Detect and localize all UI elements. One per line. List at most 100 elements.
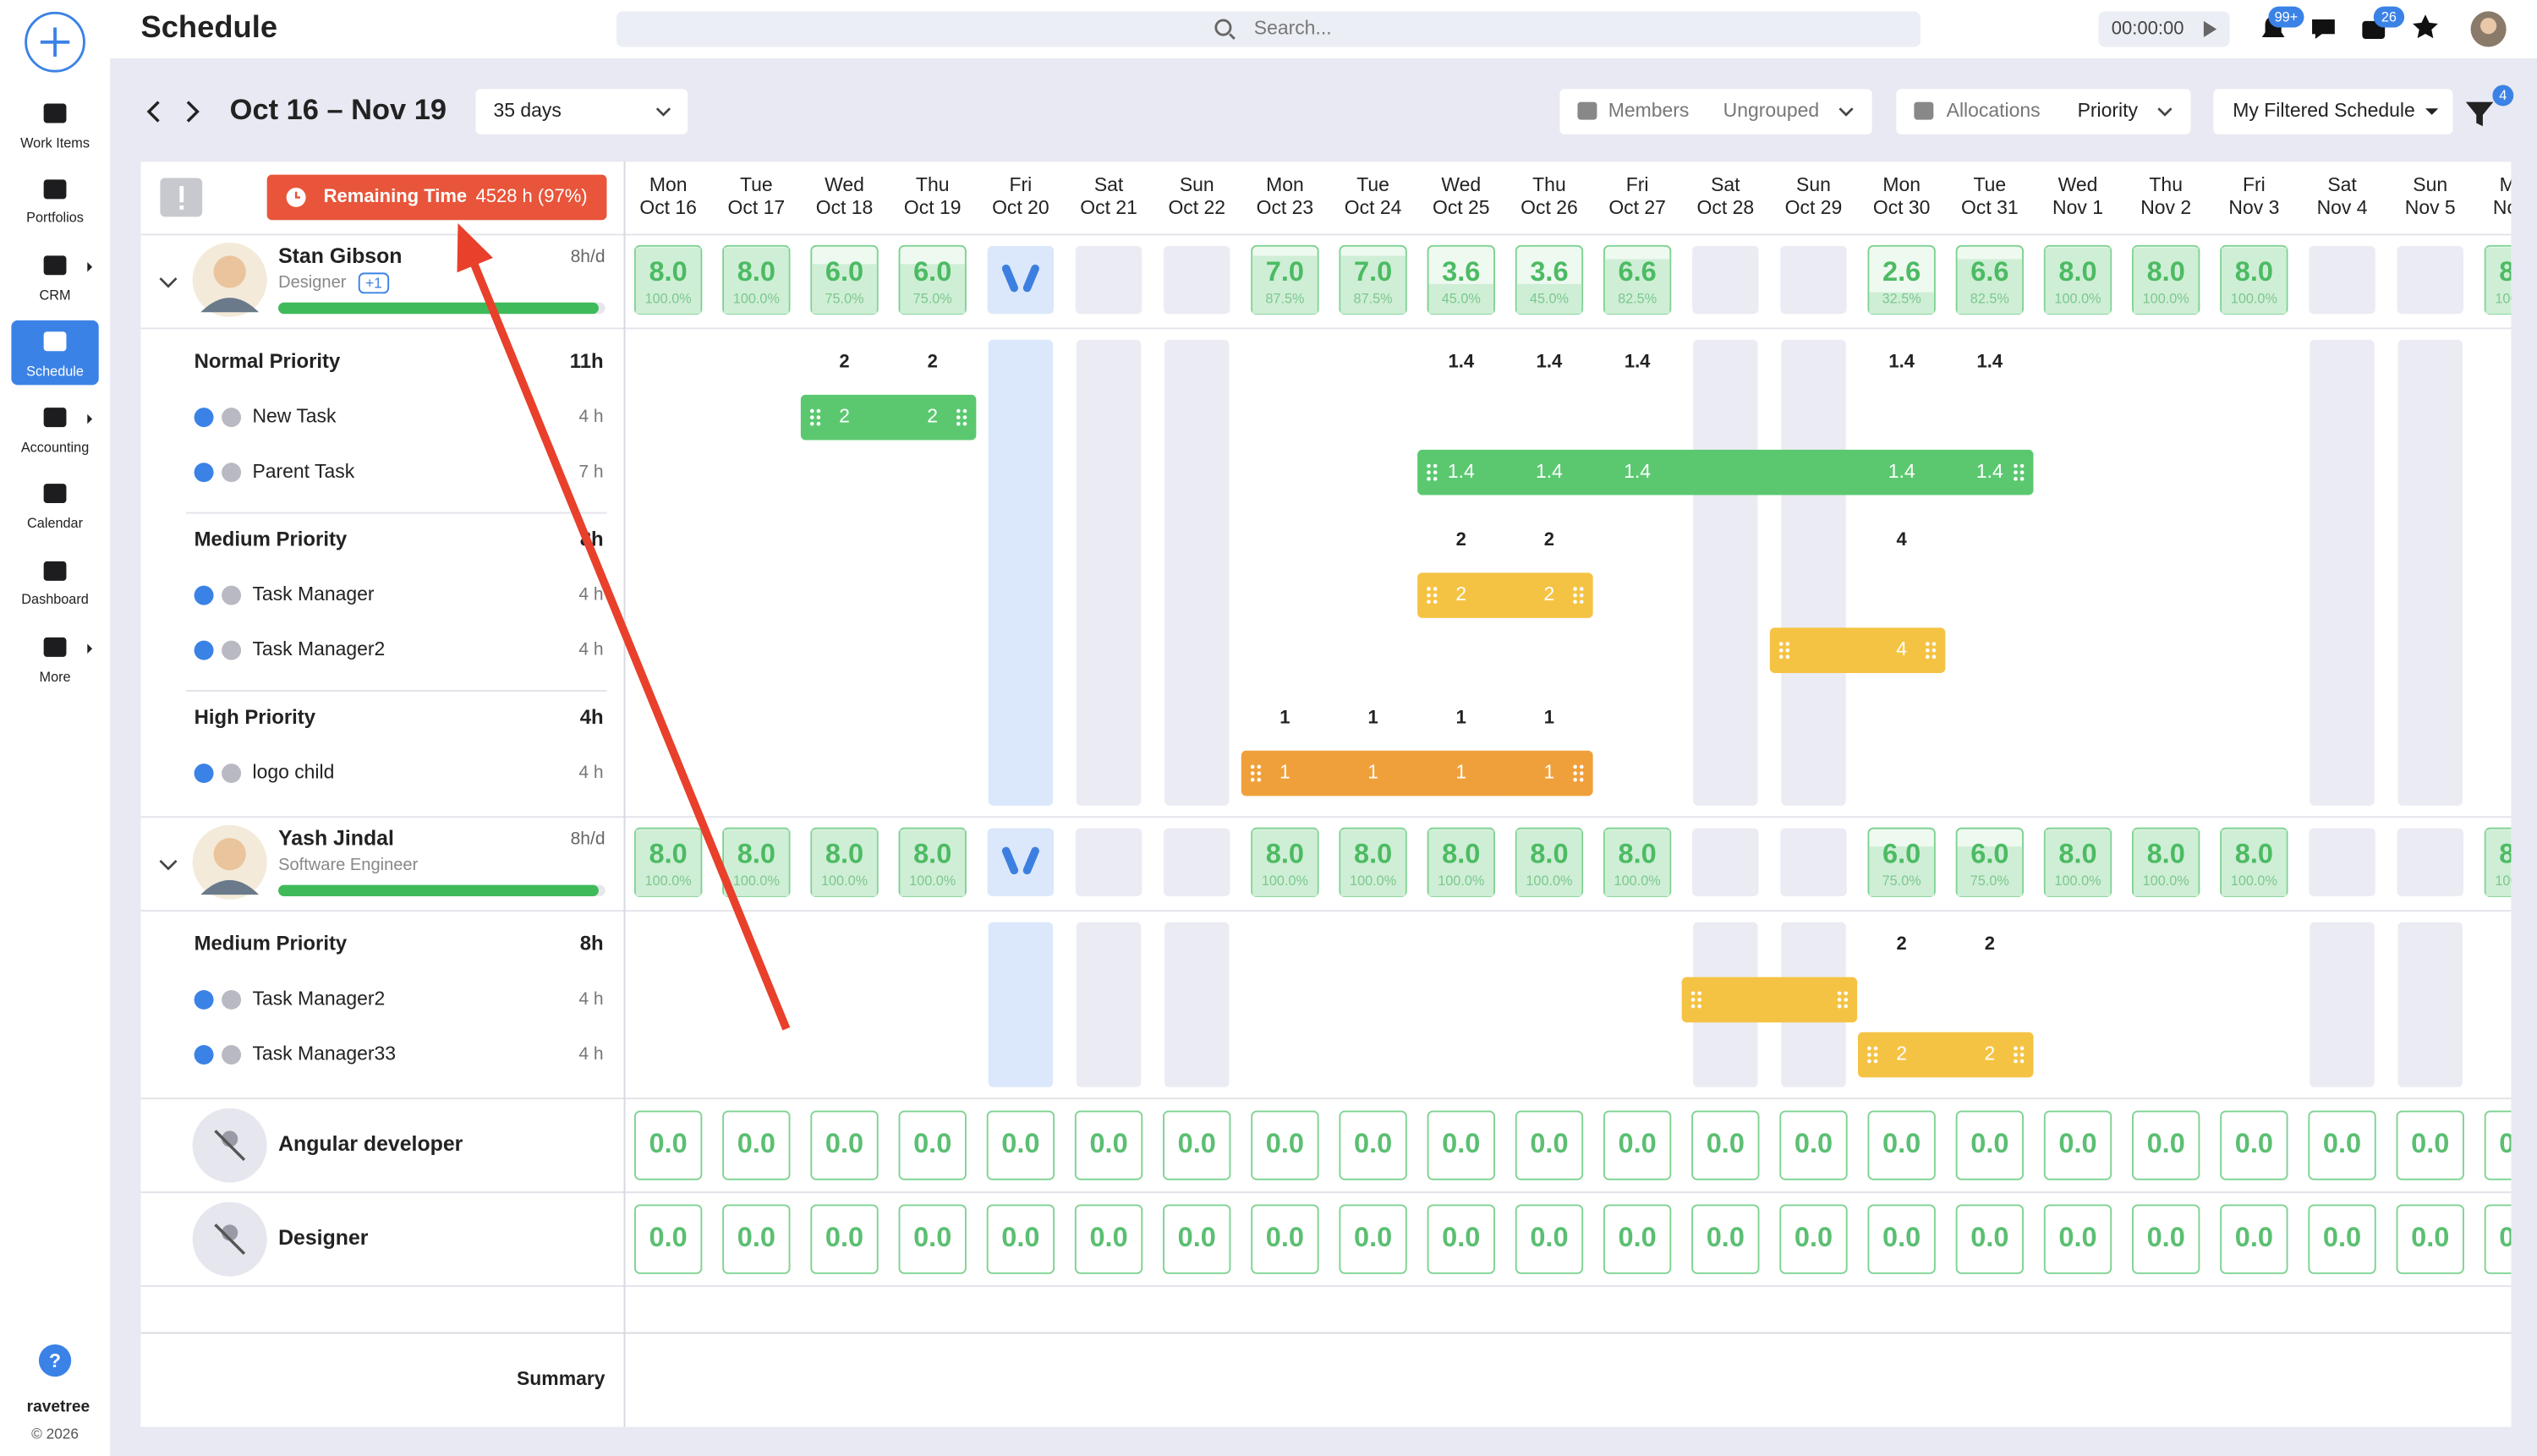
role-cell (2396, 1204, 2464, 1274)
drag-handle (2014, 470, 2018, 474)
cell-value: 8.0 (2235, 839, 2273, 869)
drag-handle (1867, 1046, 1871, 1051)
next-button[interactable] (186, 101, 200, 123)
cell-value: 6.6 (1619, 256, 1657, 287)
day-total: 2 (928, 350, 938, 371)
active-nav-item[interactable] (11, 320, 99, 386)
role-cell (1691, 1110, 1760, 1180)
favorites-icon[interactable] (2413, 14, 2438, 39)
period-select[interactable] (475, 89, 688, 134)
nav-label[interactable]: More (40, 670, 71, 685)
view-value: My Filtered Schedule (2233, 99, 2414, 121)
cell-percent: 100.0% (2143, 291, 2189, 306)
role-cell-value: 0.0 (1001, 1128, 1039, 1158)
member-name: Yash Jindal (278, 827, 394, 851)
allocation-bar[interactable] (1858, 1032, 2034, 1078)
member-avatar-body (200, 879, 260, 895)
view-select[interactable] (2213, 89, 2453, 134)
day-date: Oct 18 (816, 196, 874, 218)
filter-button[interactable] (2465, 101, 2494, 127)
nav-label[interactable]: Dashboard (21, 592, 89, 607)
allocation-label: 1 (1279, 761, 1290, 783)
drag-handle (1873, 1046, 1878, 1051)
drag-handle (1837, 1004, 1842, 1009)
remaining-time-button[interactable] (266, 174, 607, 221)
nav-icon (43, 331, 67, 352)
timer-box[interactable] (2098, 11, 2230, 47)
nav-label[interactable]: Schedule (26, 364, 84, 379)
day-date: Oct 25 (1433, 196, 1490, 218)
day-name: Sun (2413, 173, 2447, 195)
nav-label[interactable]: CRM (40, 287, 71, 303)
allocation-bar[interactable] (1681, 977, 1858, 1023)
drag-handle (1257, 771, 1262, 775)
day-total: 1 (1456, 706, 1466, 727)
drag-handle (1250, 777, 1255, 782)
allocation-bar[interactable] (1241, 750, 1593, 796)
updates-badge (2373, 6, 2405, 28)
allocations-select[interactable] (1896, 89, 2191, 134)
role-cell-value: 0.0 (913, 1222, 951, 1252)
drag-handle (2019, 463, 2025, 468)
drag-handle (1579, 777, 1584, 782)
role-cell (1074, 1204, 1143, 1274)
summary-background (140, 1333, 2512, 1427)
role-cell-value: 0.0 (2323, 1128, 2361, 1158)
info-icon (194, 408, 214, 428)
search-box[interactable] (616, 11, 1921, 47)
role-cell (1515, 1204, 1584, 1274)
nav-label[interactable]: Portfolios (26, 211, 84, 226)
period-value: 35 days (494, 99, 562, 121)
cell-percent: 100.0% (733, 291, 780, 306)
allocation-bar[interactable] (1417, 449, 2034, 495)
members-select[interactable] (1559, 89, 1872, 134)
link-icon (222, 640, 242, 660)
allocation-bar[interactable] (800, 394, 977, 441)
day-total: 1.4 (1625, 350, 1651, 371)
member-role: Designer (278, 273, 347, 292)
allocation-bar[interactable] (1769, 627, 1946, 673)
cell-percent: 45.0% (1442, 291, 1481, 306)
day-date: Oct 23 (1257, 196, 1314, 218)
collapse-chevron[interactable] (159, 277, 178, 288)
role-cell (634, 1204, 703, 1274)
member-avatar-head (213, 255, 246, 288)
cell-value: 8.0 (2499, 839, 2537, 869)
timer-play[interactable] (2203, 20, 2217, 38)
cell-percent: 100.0% (645, 873, 692, 889)
cell-fill (1428, 829, 1494, 896)
drag-handle (1837, 998, 1842, 1002)
cell-percent: 100.0% (2495, 873, 2537, 889)
prev-button[interactable] (146, 101, 160, 123)
role-cell-value: 0.0 (1882, 1128, 1921, 1158)
drag-handle (1433, 463, 1438, 468)
allocation-bar[interactable] (1417, 572, 1593, 618)
help-button[interactable] (38, 1344, 72, 1377)
role-cell-value: 0.0 (1530, 1128, 1568, 1158)
role-cell-value: 0.0 (2235, 1222, 2273, 1252)
role-cell (2132, 1204, 2200, 1274)
cell-value: 8.0 (2058, 839, 2096, 869)
weekend-strip (1076, 339, 1142, 806)
drag-handle (2014, 463, 2018, 468)
messages-icon[interactable] (2312, 19, 2335, 39)
empty-cell (1164, 828, 1230, 896)
nav-label[interactable]: Accounting (21, 440, 89, 455)
cell-value: 3.6 (1530, 256, 1568, 287)
nav-label[interactable]: Work Items (20, 136, 90, 151)
members-label: Members (1608, 99, 1690, 121)
role-cell-value: 0.0 (2147, 1128, 2185, 1158)
day-name: Sun (1180, 173, 1214, 195)
task-name: New Task (252, 405, 337, 427)
collapse-chevron[interactable] (159, 859, 178, 871)
day-total: 2 (1897, 933, 1907, 954)
group-hours: 8h (580, 933, 604, 955)
drag-handle (1844, 1004, 1849, 1009)
nav-label[interactable]: Calendar (27, 516, 84, 531)
role-cell-value: 0.0 (1089, 1222, 1127, 1252)
drag-handle (809, 422, 814, 426)
drag-handle (1867, 1053, 1871, 1057)
cell-value: 8.0 (649, 256, 688, 287)
role-cell-value: 0.0 (2235, 1128, 2273, 1158)
